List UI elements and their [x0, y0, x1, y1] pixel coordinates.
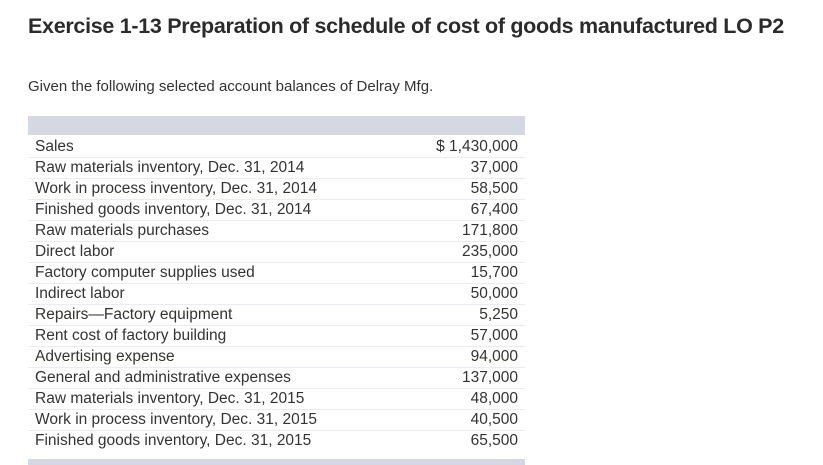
account-label: Work in process inventory, Dec. 31, 2015 — [35, 411, 318, 428]
account-value: $ 1,430,000 — [436, 138, 518, 155]
account-label: Raw materials inventory, Dec. 31, 2015 — [35, 390, 305, 407]
account-value: 48,000 — [470, 390, 518, 407]
exercise-intro: Given the following selected account bal… — [28, 78, 434, 95]
account-value: 137,000 — [461, 369, 518, 386]
account-label: Factory computer supplies used — [35, 264, 255, 281]
account-value: 94,000 — [470, 348, 518, 365]
account-label: Finished goods inventory, Dec. 31, 2015 — [35, 432, 312, 449]
account-value: 37,000 — [470, 159, 518, 176]
table-row: Factory computer supplies used 15,700 — [28, 263, 525, 284]
table-row: Direct labor 235,000 — [28, 242, 525, 263]
table-row: Finished goods inventory, Dec. 31, 2014 … — [28, 200, 525, 221]
table-row: Raw materials inventory, Dec. 31, 2014 3… — [28, 158, 525, 179]
account-value: 15,700 — [470, 264, 518, 281]
table-row: Finished goods inventory, Dec. 31, 2015 … — [28, 431, 525, 452]
account-label: Repairs—Factory equipment — [35, 306, 233, 323]
account-label: Raw materials inventory, Dec. 31, 2014 — [35, 159, 305, 176]
table-row: Indirect labor 50,000 — [28, 284, 525, 305]
account-value: 40,500 — [470, 411, 518, 428]
table-row: Raw materials purchases 171,800 — [28, 221, 525, 242]
account-value: 67,400 — [470, 201, 518, 218]
account-label: Direct labor — [35, 243, 115, 260]
account-label: Raw materials purchases — [35, 222, 210, 239]
account-value: 58,500 — [470, 180, 518, 197]
account-label: Work in process inventory, Dec. 31, 2014 — [35, 180, 318, 197]
account-label: General and administrative expenses — [35, 369, 291, 386]
table-row: Work in process inventory, Dec. 31, 2015… — [28, 410, 525, 431]
table-footer-band — [28, 459, 525, 465]
account-label: Advertising expense — [35, 348, 175, 365]
account-value: 50,000 — [470, 285, 518, 302]
table-row: Sales $ 1,430,000 — [28, 137, 525, 158]
exercise-title: Exercise 1-13 Preparation of schedule of… — [28, 14, 784, 38]
account-label: Finished goods inventory, Dec. 31, 2014 — [35, 201, 312, 218]
account-value: 5,250 — [479, 306, 518, 323]
account-label: Indirect labor — [35, 285, 125, 302]
table-row: General and administrative expenses 137,… — [28, 368, 525, 389]
account-value: 171,800 — [461, 222, 518, 239]
table-row: Advertising expense 94,000 — [28, 347, 525, 368]
account-balances-table: Sales $ 1,430,000 Raw materials inventor… — [28, 116, 525, 465]
account-value: 235,000 — [461, 243, 518, 260]
account-label: Sales — [35, 138, 74, 155]
account-value: 57,000 — [470, 327, 518, 344]
table-row: Work in process inventory, Dec. 31, 2014… — [28, 179, 525, 200]
table-header-band — [28, 116, 525, 135]
table-row: Raw materials inventory, Dec. 31, 2015 4… — [28, 389, 525, 410]
table-row: Rent cost of factory building 57,000 — [28, 326, 525, 347]
account-value: 65,500 — [470, 432, 518, 449]
account-label: Rent cost of factory building — [35, 327, 227, 344]
balances-grid: Sales $ 1,430,000 Raw materials inventor… — [28, 137, 525, 451]
table-row: Repairs—Factory equipment 5,250 — [28, 305, 525, 326]
